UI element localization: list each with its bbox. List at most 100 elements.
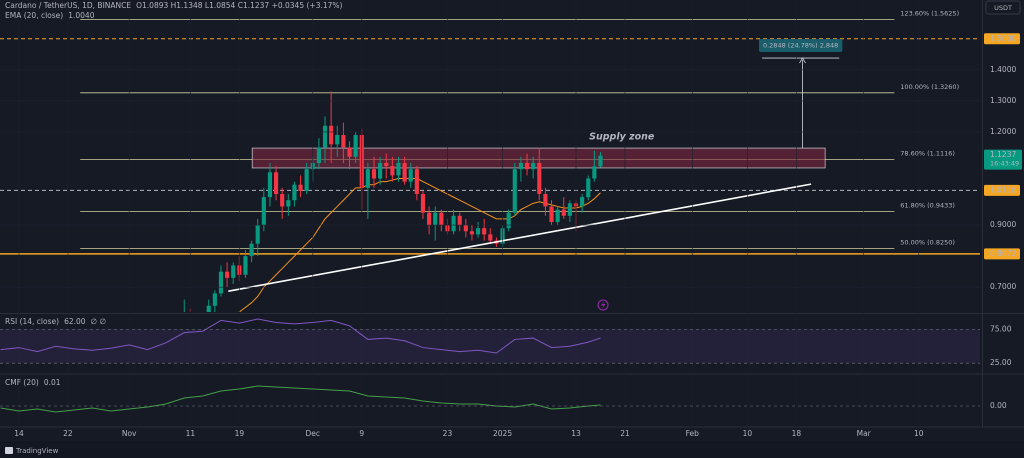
candle-body: [531, 162, 536, 170]
currency-box: [985, 0, 1021, 15]
candle-body: [206, 305, 211, 312]
symbol-title: Cardano / TetherUS, 1D, BINANCE: [5, 1, 131, 10]
price-pane: 0.7000 0.9000 1.2000 1.3000 1.4000 14 22 Nov 11 1…: [0, 0, 1022, 438]
candle-body: [439, 212, 444, 226]
price-line-label: 1.0116: [990, 185, 1016, 194]
indicator-extra: ∅ ∅: [91, 317, 106, 326]
candle-body: [598, 155, 603, 167]
candle-body: [567, 203, 572, 216]
candle-body: [261, 197, 266, 226]
x-tick-label: 19: [235, 429, 245, 438]
candle-body: [231, 265, 236, 278]
indicator-value: 0.01: [44, 378, 61, 387]
price-line-label: 1.5000: [990, 34, 1016, 43]
candle-body: [543, 194, 548, 207]
indicator-plot: [0, 318, 980, 364]
candle-body: [549, 206, 554, 222]
candle-body: [463, 225, 468, 232]
x-tick-label: Dec: [306, 429, 321, 438]
candle-body: [402, 162, 407, 182]
trend-line: [228, 183, 812, 292]
candle-body: [518, 162, 523, 170]
brand-logo: [5, 447, 13, 454]
x-tick-label: 10: [914, 429, 924, 438]
candle-body: [225, 271, 230, 278]
candle-body: [469, 231, 475, 235]
fib-label: 61.80% (0.9433): [900, 202, 955, 210]
y-tick-label: 25.00: [990, 358, 1012, 367]
ema-legend-value: 1.0040: [68, 11, 94, 20]
candle-body: [316, 147, 321, 163]
currency: USDT: [994, 4, 1012, 12]
indicator-pane: 0.00 CMF (20) 0.01: [0, 378, 1007, 413]
candle-body: [537, 162, 542, 195]
y-tick-label: 1.2000: [990, 127, 1016, 136]
measure-label: 0.2848 (24.78%) 2,848: [763, 42, 838, 50]
candle-body: [457, 215, 462, 226]
ohlc-legend: O1.0893 H1.1348 L1.0854 C1.1237 +0.0345 …: [136, 1, 342, 10]
candle-body: [280, 194, 285, 207]
x-tick-label: 13: [571, 429, 581, 438]
x-tick-label: 18: [792, 429, 802, 438]
candle-body: [512, 169, 517, 213]
y-tick-label: 0.7000: [990, 282, 1016, 291]
x-tick-label: 21: [620, 429, 630, 438]
y-tick-label: 1.3000: [990, 96, 1016, 105]
candle-body: [218, 271, 224, 294]
candle-body: [592, 166, 597, 179]
candle-body: [482, 228, 487, 235]
candle-body: [255, 225, 260, 244]
candle-body: [433, 212, 438, 226]
indicator-title: CMF (20): [5, 378, 39, 387]
candle-body: [420, 194, 426, 213]
x-tick-label: Nov: [122, 429, 137, 438]
supply-zone-label: Supply zone: [589, 132, 655, 143]
candle-body: [353, 135, 358, 157]
candle-body: [365, 169, 370, 188]
candle-body: [347, 147, 352, 157]
indicator-pane: 75.00 25.00 RSI (14, close) 62.00 ∅ ∅: [0, 317, 1012, 367]
x-tick-label: Feb: [686, 429, 700, 438]
footer-bar: [0, 441, 1024, 458]
x-tick-label: 9: [359, 429, 364, 438]
fib-label: 78.60% (1.1116): [900, 149, 955, 157]
fib-label: 100.00% (1.3260): [900, 83, 959, 91]
candle-body: [586, 178, 591, 198]
indicator-line: [0, 385, 601, 413]
candle-body: [524, 162, 530, 170]
price-line-tag: [984, 33, 1020, 45]
candle-body: [286, 200, 291, 207]
y-tick-label: 0.9000: [990, 220, 1016, 229]
candle-body: [329, 125, 334, 145]
indicator-value: 62.00: [64, 317, 86, 326]
x-tick-label: 22: [63, 429, 73, 438]
brand: TradingView: [15, 447, 59, 455]
ema-legend: EMA (20, close): [5, 11, 63, 20]
candle-body: [378, 162, 383, 179]
candle-body: [212, 293, 217, 306]
candle-body: [488, 234, 493, 241]
candle-body: [414, 169, 419, 195]
candle-body: [561, 209, 566, 216]
x-tick-label: 23: [443, 429, 453, 438]
x-tick-label: 10: [743, 429, 753, 438]
candle-body: [384, 162, 389, 167]
candle-body: [267, 172, 273, 198]
price-line-label: 0.8072: [990, 249, 1016, 258]
fib-label: 50.00% (0.8250): [900, 238, 955, 246]
x-tick-label: 11: [186, 429, 196, 438]
candle-body: [427, 212, 432, 226]
candle-body: [335, 135, 340, 145]
alert-icon[interactable]: [597, 299, 609, 311]
price-plot: [0, 19, 980, 312]
y-tick-label: 75.00: [990, 324, 1012, 333]
candle-body: [396, 162, 401, 176]
indicator-plot: [0, 385, 601, 413]
candle-body: [341, 135, 346, 148]
candle-body: [475, 228, 481, 235]
measure-box: [758, 39, 843, 53]
price-line-tag: [984, 248, 1020, 260]
